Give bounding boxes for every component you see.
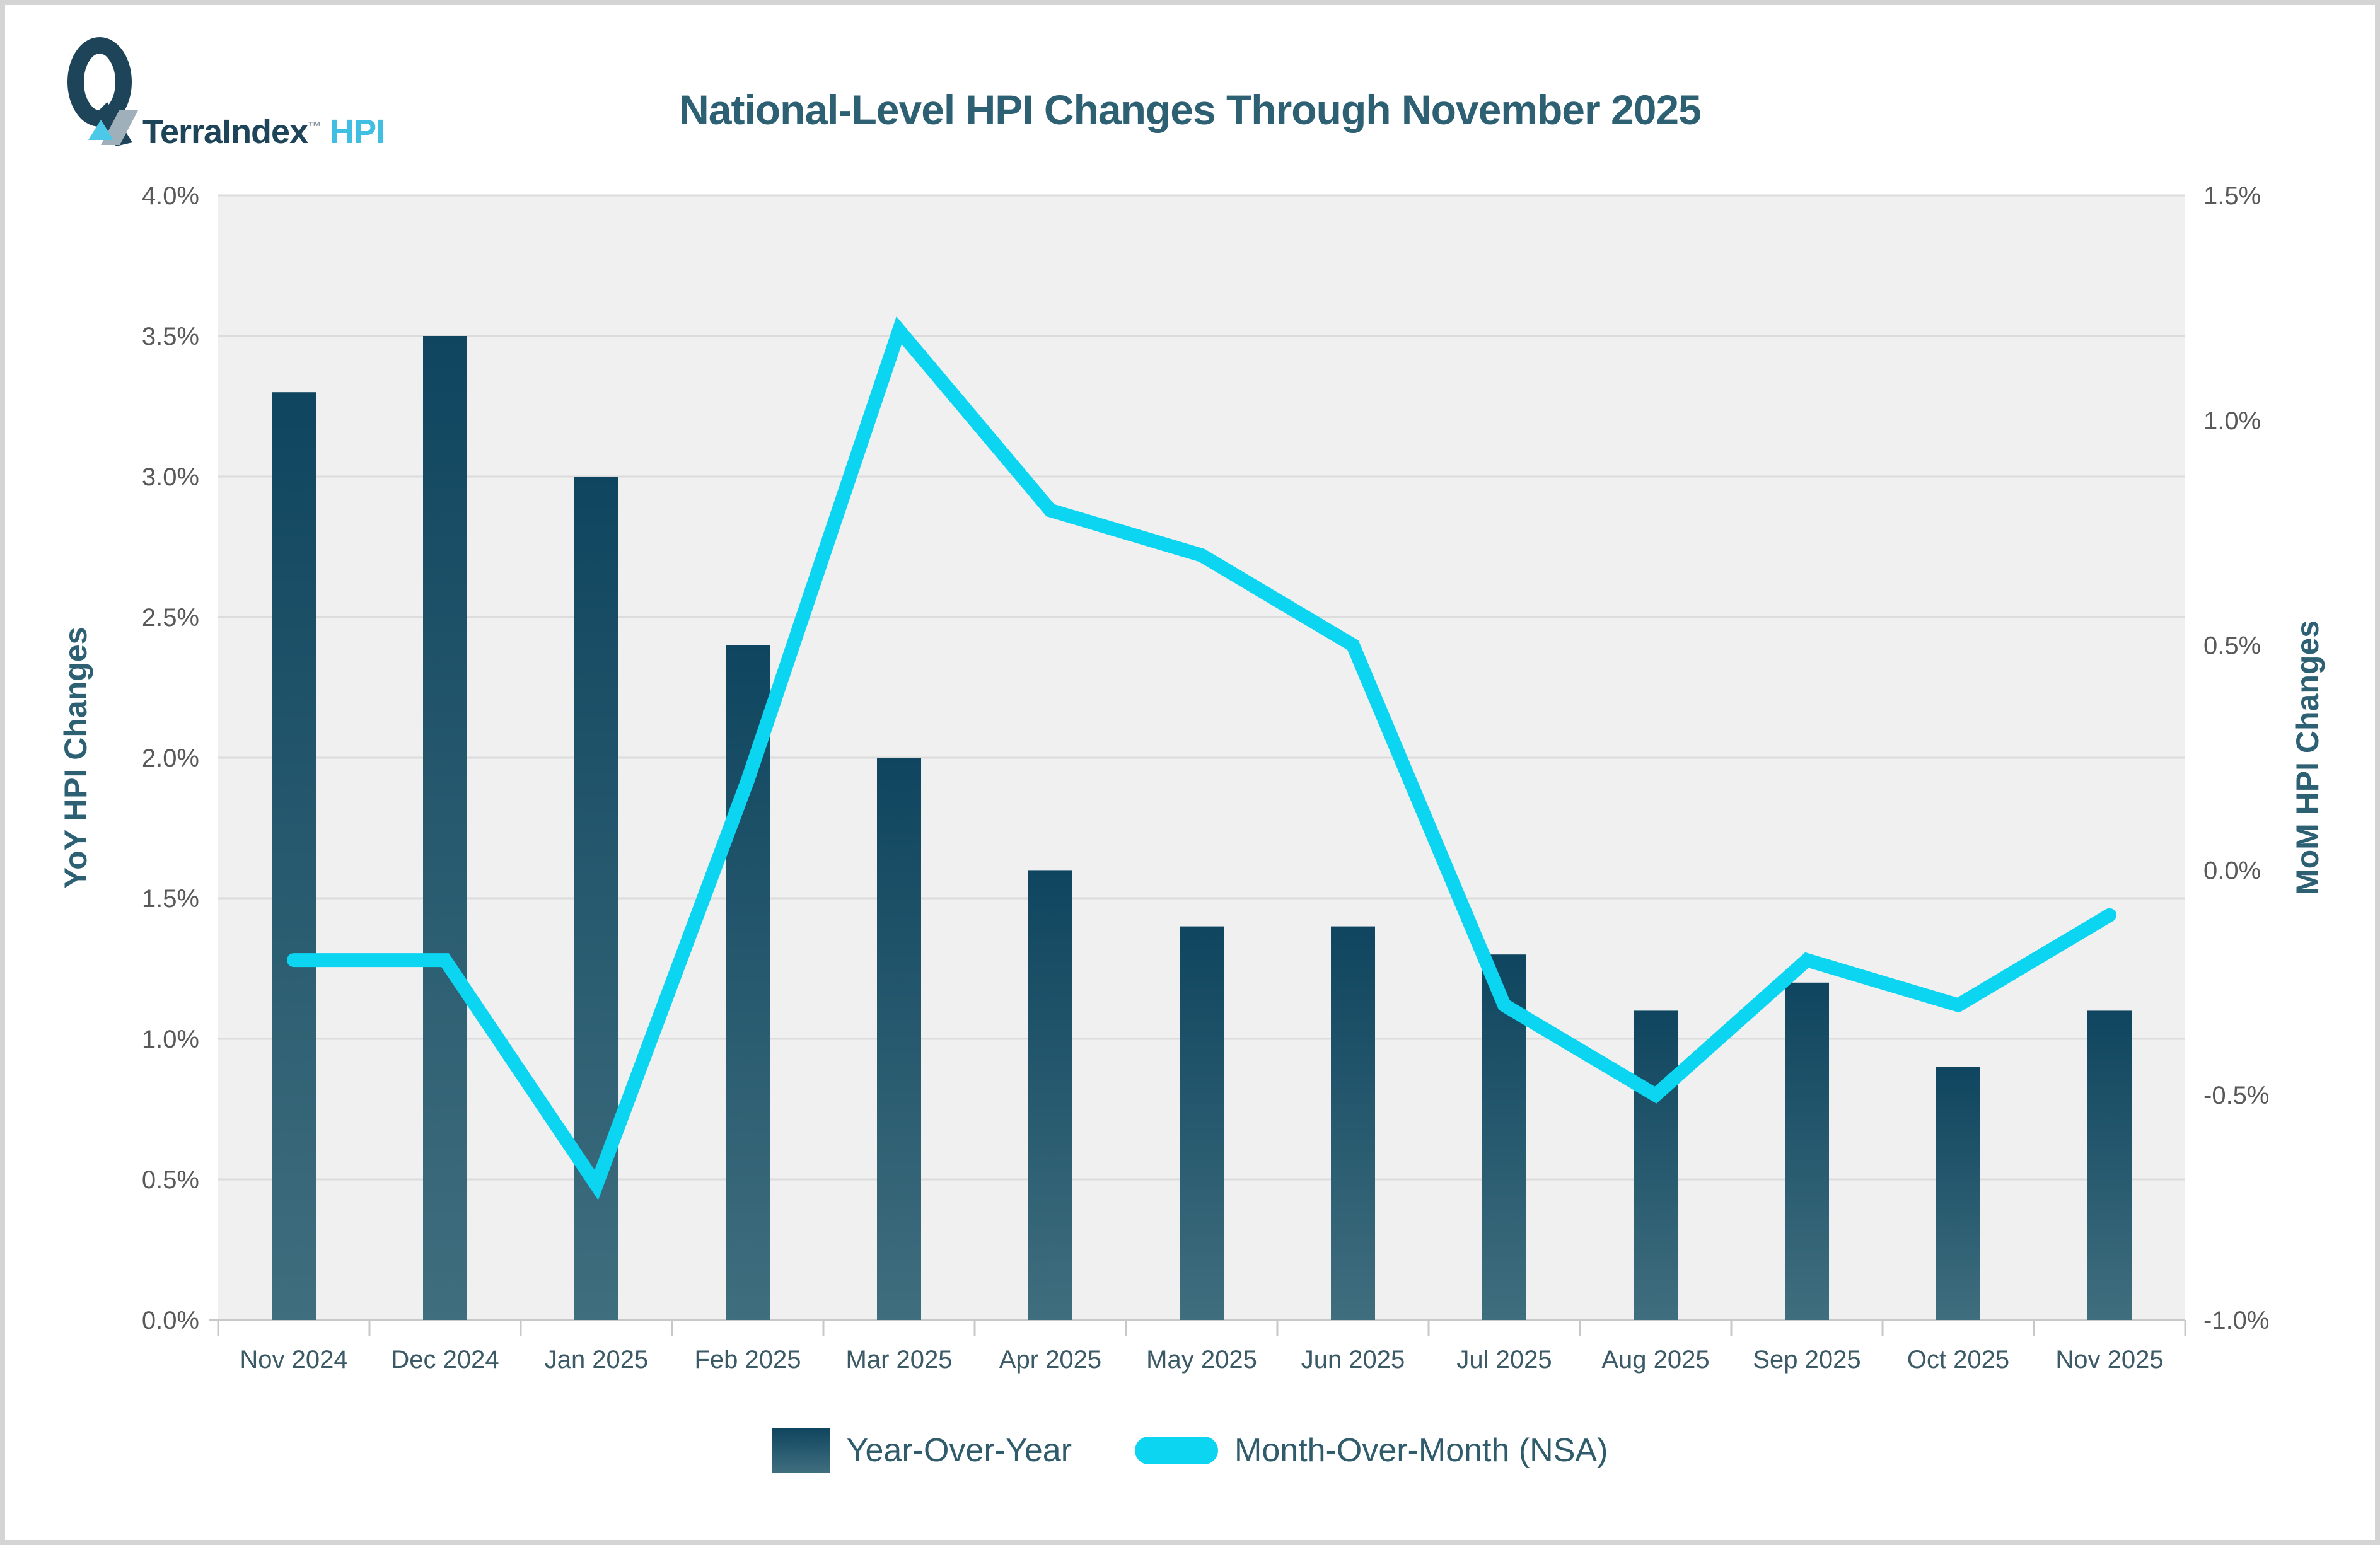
logo-trademark: ™ — [308, 119, 322, 134]
x-axis-month-label: Jun 2025 — [1301, 1346, 1405, 1374]
yoy-bar-mar-2025 — [877, 758, 921, 1320]
x-axis-month-label: Feb 2025 — [694, 1346, 801, 1374]
x-axis-month-label: May 2025 — [1146, 1346, 1257, 1374]
mom-line — [287, 316, 2116, 1200]
right-axis-tick-label: 0.0% — [2203, 857, 2261, 884]
legend: Year-Over-Year Month-Over-Month (NSA) — [5, 1428, 2375, 1473]
logo-brand: TerraIndex — [142, 113, 308, 151]
yoy-bar-nov-2024 — [272, 392, 316, 1321]
left-axis-tick-label: 4.0% — [142, 182, 199, 210]
right-axis-tick-label: 1.0% — [2203, 407, 2261, 435]
logo-text: TerraIndex™ HPI — [142, 112, 385, 151]
x-axis-month-label: Mar 2025 — [846, 1346, 953, 1374]
left-axis-tick-label: 3.5% — [142, 323, 199, 350]
left-axis-tick-label: 1.5% — [142, 885, 199, 913]
x-axis-month-label: Apr 2025 — [999, 1346, 1101, 1374]
terraindex-logo-icon — [67, 37, 138, 146]
plot-area-svg: 0.0% 0.5% 1.0% 1.5% 2.0% 2.5% 3.0% 3.5% 4.0% -1.0… — [142, 182, 2270, 1374]
x-axis-month-label: Sep 2025 — [1753, 1346, 1860, 1374]
x-axis-month-label: Nov 2025 — [2055, 1346, 2163, 1374]
left-axis-tick-label: 0.0% — [142, 1307, 199, 1334]
left-axis-tick-label: 1.0% — [142, 1026, 199, 1053]
logo-triangle-icon — [88, 120, 113, 140]
left-axis-tick-label: 0.5% — [142, 1166, 199, 1194]
x-axis-month-label: Nov 2024 — [240, 1346, 347, 1374]
yoy-bar-nov-2025 — [2087, 1010, 2132, 1320]
left-axis-tick-label: 2.0% — [142, 744, 199, 772]
yoy-bar-dec-2024 — [423, 336, 467, 1320]
legend-label-mom: Month-Over-Month (NSA) — [1234, 1432, 1608, 1469]
yoy-bar-apr-2025 — [1028, 870, 1072, 1320]
x-axis-month-label: Jan 2025 — [545, 1346, 649, 1374]
right-axis-tick-label: -1.0% — [2203, 1307, 2270, 1334]
yoy-bar-jun-2025 — [1331, 926, 1375, 1320]
right-axis-tick-label: 1.5% — [2203, 182, 2261, 210]
legend-label-yoy: Year-Over-Year — [846, 1432, 1072, 1469]
yoy-bar-aug-2025 — [1634, 1010, 1678, 1320]
legend-line-swatch — [1135, 1437, 1219, 1464]
yoy-bar-may-2025 — [1180, 926, 1224, 1320]
right-axis-tick-label: -0.5% — [2203, 1082, 2270, 1109]
chart-title: National-Level HPI Changes Through Novem… — [679, 86, 1702, 133]
terraindex-logo: TerraIndex™ HPI — [37, 19, 390, 151]
x-axis-month-label: Aug 2025 — [1601, 1346, 1709, 1374]
yoy-bar-oct-2025 — [1936, 1067, 1980, 1320]
logo-product: HPI — [330, 113, 385, 151]
left-axis-tick-label: 2.5% — [142, 604, 199, 632]
legend-bar-swatch — [772, 1428, 830, 1473]
x-axis-month-label: Jul 2025 — [1456, 1346, 1552, 1374]
left-axis-tick-label: 3.0% — [142, 463, 199, 491]
right-axis-tick-label: 0.5% — [2203, 632, 2261, 660]
x-axis-month-label: Oct 2025 — [1907, 1346, 2009, 1374]
yoy-bar-sep-2025 — [1785, 982, 1829, 1320]
x-axis-month-label: Dec 2024 — [391, 1346, 499, 1374]
